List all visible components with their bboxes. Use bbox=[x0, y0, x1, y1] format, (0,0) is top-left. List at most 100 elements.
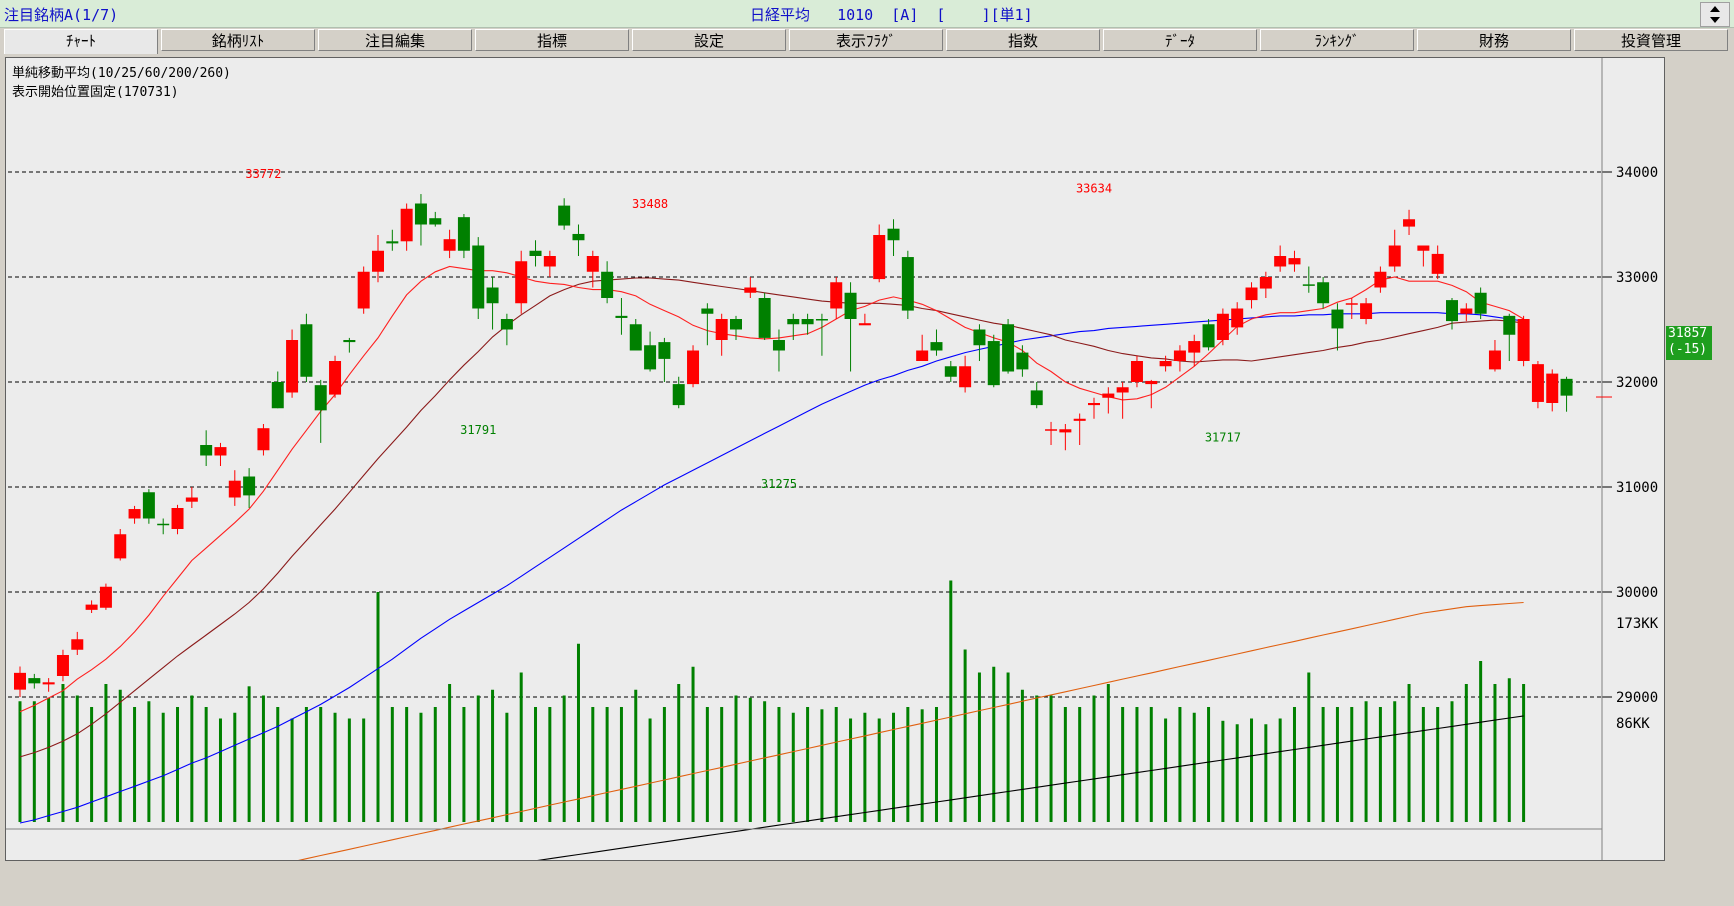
volume-bar bbox=[1364, 701, 1368, 822]
volume-bar bbox=[820, 709, 824, 822]
volume-bar bbox=[1522, 684, 1526, 822]
candle-body bbox=[343, 340, 356, 343]
tab-3[interactable]: 指標 bbox=[475, 29, 629, 51]
candle-body bbox=[1417, 245, 1430, 251]
candle-body bbox=[1388, 245, 1401, 267]
volume-bar bbox=[691, 666, 695, 822]
volume-bar bbox=[849, 718, 853, 822]
candle-body bbox=[71, 639, 84, 650]
volume-bar bbox=[1250, 718, 1254, 822]
spin-button[interactable] bbox=[1700, 2, 1730, 27]
volume-bar bbox=[777, 707, 781, 822]
candle-body bbox=[1317, 282, 1330, 304]
tab-5[interactable]: 表示ﾌﾗｸﾞ bbox=[789, 29, 943, 51]
candle-body bbox=[629, 324, 642, 351]
tab-0[interactable]: ﾁｬｰﾄ bbox=[4, 29, 158, 54]
current-price-badge: 31857 (-15) bbox=[1666, 326, 1712, 360]
chart-panel[interactable]: 29000 30000 31000 32000 33000 34000 173KK 86KK 3… bbox=[5, 57, 1665, 861]
candle-body bbox=[1345, 303, 1358, 305]
volume-label: 173KK bbox=[1616, 616, 1659, 632]
volume-bar bbox=[276, 707, 280, 822]
volume-bar bbox=[433, 707, 437, 822]
tab-9[interactable]: 財務 bbox=[1417, 29, 1571, 51]
volume-bar bbox=[390, 707, 394, 822]
volume-bar bbox=[892, 712, 896, 822]
volume-bar bbox=[949, 580, 953, 822]
volume-bar bbox=[877, 718, 881, 822]
tab-7[interactable]: ﾃﾞｰﾀ bbox=[1103, 29, 1257, 51]
candle-body bbox=[1059, 429, 1072, 433]
volume-bar bbox=[419, 712, 423, 822]
candle-body bbox=[329, 361, 342, 395]
volume-bar bbox=[1092, 695, 1096, 822]
candle-body bbox=[1503, 315, 1516, 335]
tab-2[interactable]: 注目編集 bbox=[318, 29, 472, 51]
volume-bar bbox=[806, 707, 810, 822]
chart-canvas: 29000 30000 31000 32000 33000 34000 173KK 86KK 3… bbox=[6, 58, 1659, 860]
candle-body bbox=[357, 271, 370, 309]
tab-4[interactable]: 設定 bbox=[632, 29, 786, 51]
price-annotation: 33488 bbox=[632, 197, 668, 211]
candle-body bbox=[28, 678, 41, 684]
tab-1[interactable]: 銘柄ﾘｽﾄ bbox=[161, 29, 315, 51]
candle-body bbox=[1045, 429, 1058, 431]
volume-bar bbox=[1479, 661, 1483, 822]
candle-body bbox=[787, 319, 800, 325]
candle-body bbox=[658, 342, 671, 359]
volume-bar bbox=[1020, 689, 1024, 822]
volume-bar bbox=[290, 718, 294, 822]
volume-bar bbox=[977, 672, 981, 822]
volume-bar bbox=[534, 707, 538, 822]
volume-bar bbox=[992, 666, 996, 822]
candle-body bbox=[1030, 390, 1043, 406]
candle-body bbox=[1245, 287, 1258, 301]
candle-body bbox=[300, 324, 313, 377]
tab-6[interactable]: 指数 bbox=[946, 29, 1100, 51]
candle-body bbox=[758, 298, 771, 338]
candle-body bbox=[443, 239, 456, 251]
candle-body bbox=[14, 672, 26, 690]
volume-bar bbox=[920, 709, 924, 822]
volume-bar bbox=[176, 707, 180, 822]
y-tick-label: 32000 bbox=[1616, 375, 1658, 391]
volume-bar bbox=[1350, 707, 1354, 822]
volume-label: 86KK bbox=[1616, 716, 1650, 732]
arrow-down-icon[interactable] bbox=[1710, 17, 1720, 23]
volume-bar bbox=[648, 718, 652, 822]
volume-bar bbox=[161, 712, 165, 822]
volume-bar bbox=[1006, 672, 1010, 822]
candle-body bbox=[243, 476, 256, 496]
candle-body bbox=[916, 350, 929, 361]
volume-bar bbox=[104, 684, 108, 822]
volume-bar bbox=[1149, 707, 1153, 822]
volume-bar bbox=[505, 712, 509, 822]
candle-body bbox=[1517, 319, 1530, 361]
volume-bar bbox=[32, 701, 36, 822]
volume-bar bbox=[319, 707, 323, 822]
volume-bar bbox=[1221, 720, 1225, 822]
volume-bar bbox=[1278, 718, 1282, 822]
volume-bar bbox=[190, 695, 194, 822]
tab-10[interactable]: 投資管理 bbox=[1574, 29, 1728, 51]
candle-body bbox=[171, 508, 184, 529]
candle-body bbox=[987, 341, 1000, 386]
arrow-up-icon[interactable] bbox=[1710, 6, 1720, 12]
volume-bar bbox=[1178, 707, 1182, 822]
candle-body bbox=[1145, 380, 1158, 385]
volume-bar bbox=[1378, 707, 1382, 822]
candle-body bbox=[1531, 364, 1544, 402]
candle-body bbox=[114, 534, 127, 559]
volume-bar bbox=[1493, 684, 1497, 822]
candle-body bbox=[1073, 418, 1086, 421]
volume-bar bbox=[1207, 707, 1211, 822]
candle-body bbox=[257, 428, 270, 451]
candle-body bbox=[687, 350, 700, 385]
indicator-label: 単純移動平均(10/25/60/200/260) bbox=[12, 66, 231, 81]
candle-body bbox=[1474, 292, 1487, 314]
candle-body bbox=[1403, 219, 1416, 227]
candle-body bbox=[1216, 313, 1229, 340]
candle-body bbox=[930, 342, 943, 351]
tab-8[interactable]: ﾗﾝｷﾝｸﾞ bbox=[1260, 29, 1414, 51]
candle-body bbox=[1159, 361, 1172, 367]
candle-body bbox=[1231, 308, 1244, 328]
